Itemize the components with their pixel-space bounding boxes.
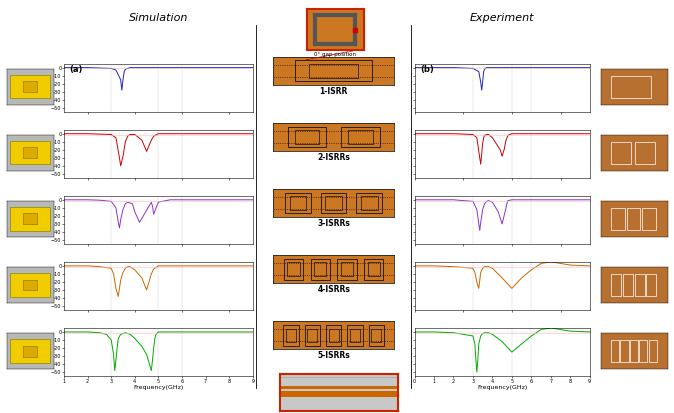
Text: 2-ISRRs: 2-ISRRs	[317, 153, 350, 162]
Text: 4-ISRRs: 4-ISRRs	[317, 285, 350, 294]
Bar	[326, 196, 342, 210]
Bar	[347, 325, 363, 346]
Bar	[646, 274, 656, 296]
Bar	[338, 259, 357, 280]
Bar	[611, 142, 632, 164]
Bar	[371, 328, 381, 342]
Bar	[287, 262, 300, 276]
Text: 5-ISRRs: 5-ISRRs	[317, 351, 350, 360]
Text: (b): (b)	[420, 65, 433, 74]
Text: (a): (a)	[69, 65, 83, 74]
Bar	[341, 126, 379, 147]
Bar	[10, 75, 51, 98]
Bar	[634, 274, 644, 296]
Bar	[10, 273, 51, 297]
Bar	[326, 325, 341, 346]
Bar	[634, 142, 654, 164]
Bar	[309, 64, 359, 78]
Bar	[290, 196, 306, 210]
Bar	[623, 274, 633, 296]
Bar	[295, 130, 319, 144]
Bar	[630, 340, 638, 362]
Bar	[288, 126, 326, 147]
Bar	[367, 262, 380, 276]
Bar	[23, 280, 38, 290]
Bar	[23, 81, 38, 92]
Bar	[283, 325, 299, 346]
Bar	[348, 130, 373, 144]
Bar	[295, 60, 372, 81]
Bar	[611, 208, 625, 230]
Y-axis label: |S21|(dB): |S21|(dB)	[44, 207, 49, 233]
Bar	[621, 340, 629, 362]
Bar	[648, 340, 656, 362]
Text: 3-ISRRs: 3-ISRRs	[317, 219, 350, 228]
Bar	[639, 340, 647, 362]
Bar	[311, 259, 330, 280]
Bar	[280, 387, 398, 389]
Bar	[361, 196, 377, 210]
Bar	[321, 192, 346, 214]
Bar	[642, 208, 656, 230]
Bar	[341, 262, 353, 276]
Bar	[286, 328, 296, 342]
Bar	[314, 262, 326, 276]
Bar	[329, 328, 338, 342]
Bar	[369, 325, 384, 346]
Bar	[305, 325, 320, 346]
Bar	[307, 328, 317, 342]
Bar	[10, 339, 51, 363]
X-axis label: Frequency(GHz): Frequency(GHz)	[133, 385, 183, 390]
Text: Experiment: Experiment	[470, 13, 534, 23]
Bar	[627, 208, 640, 230]
Bar	[280, 391, 398, 397]
Text: 0° gap position: 0° gap position	[314, 52, 357, 57]
Bar	[10, 207, 51, 230]
Bar	[10, 141, 51, 164]
Bar	[611, 76, 651, 97]
Bar	[284, 259, 303, 280]
Text: 1-ISRR: 1-ISRR	[319, 87, 348, 96]
Bar	[23, 147, 38, 158]
Bar	[611, 274, 621, 296]
Bar	[364, 259, 384, 280]
Bar	[23, 346, 38, 356]
Bar	[285, 192, 311, 214]
Bar	[357, 192, 382, 214]
Bar	[350, 328, 360, 342]
Bar	[23, 214, 38, 224]
Bar	[611, 340, 619, 362]
Text: Simulation: Simulation	[129, 13, 188, 23]
X-axis label: Frequency(GHz): Frequency(GHz)	[477, 385, 527, 390]
